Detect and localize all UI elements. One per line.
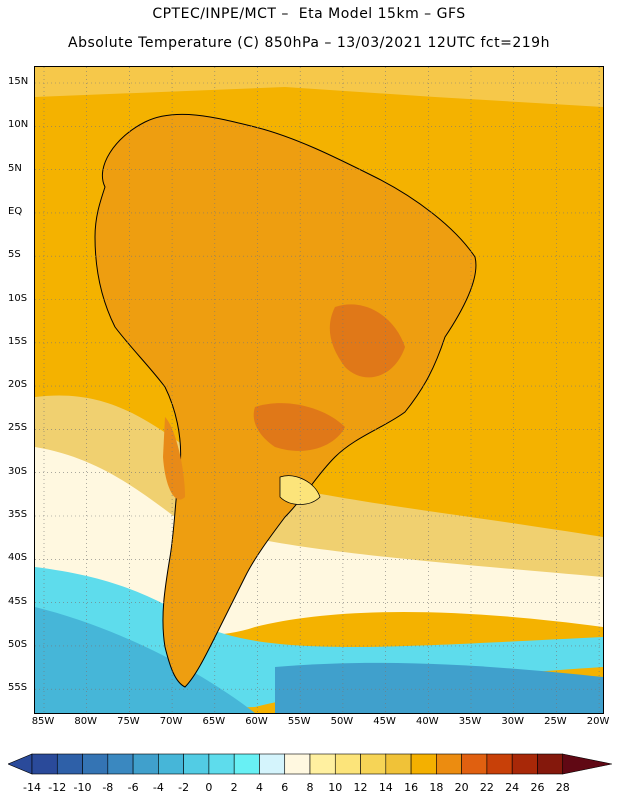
lon-label: 20W — [586, 716, 610, 727]
lat-label: 40S — [8, 552, 28, 564]
colorbar-segment — [233, 753, 260, 775]
colorbar-tick-label: 28 — [555, 781, 570, 794]
lon-label: 75W — [117, 716, 140, 727]
lon-label: 40W — [415, 716, 439, 727]
colorbar-segment — [107, 753, 134, 775]
lat-label: 50S — [8, 638, 28, 650]
colorbar-segment — [158, 753, 184, 775]
lon-label: 35W — [458, 716, 482, 727]
colorbar-left-arrow — [8, 753, 33, 775]
lon-label: 30W — [501, 716, 524, 727]
lat-label: 5S — [8, 249, 21, 261]
colorbar-tick-label: -10 — [73, 781, 92, 794]
temperature-map — [34, 66, 604, 714]
colorbar-segment — [537, 753, 564, 775]
lat-label: 25S — [8, 422, 28, 434]
colorbar-segment — [183, 753, 210, 775]
colorbar-tick-label: -4 — [152, 781, 164, 794]
map-canvas — [35, 67, 603, 713]
colorbar-tick-label: 16 — [404, 781, 419, 794]
colorbar-segment — [309, 753, 336, 775]
lat-label: 45S — [8, 595, 28, 607]
hot-spot-brazil — [329, 304, 405, 378]
colorbar-segment — [486, 753, 513, 775]
colorbar-tick-label: -12 — [48, 781, 67, 794]
colorbar-tick-label: 18 — [429, 781, 444, 794]
lon-label: 70W — [159, 716, 183, 727]
colorbar-segment — [56, 753, 83, 775]
colorbar-segment — [132, 753, 159, 775]
colorbar-segment — [284, 753, 311, 775]
colorbar-segment — [334, 753, 361, 775]
title-line-1: CPTEC/INPE/MCT – Eta Model 15km – GFS — [152, 6, 466, 22]
lat-label: 55S — [8, 682, 28, 694]
colorbar-right-arrow — [562, 753, 612, 775]
colorbar-tick-label: 6 — [281, 781, 289, 794]
north-band — [35, 67, 603, 107]
colorbar-tick-label: 12 — [353, 781, 368, 794]
colorbar-tick-label: 10 — [328, 781, 343, 794]
lat-label: 30S — [8, 465, 28, 477]
colorbar-tick-label: -8 — [102, 781, 114, 794]
lon-label: 60W — [245, 716, 268, 727]
lat-label: 10N — [8, 119, 29, 131]
colorbar-tick-label: 22 — [479, 781, 494, 794]
lon-label: 50W — [330, 716, 354, 727]
colorbar-segment — [385, 753, 412, 775]
lat-label: 20S — [8, 379, 28, 391]
lat-label: 35S — [8, 509, 28, 520]
colorbar-tick-label: 24 — [505, 781, 520, 794]
hot-spot-south — [253, 403, 345, 451]
colorbar-tick-label: 4 — [255, 781, 263, 794]
lon-label: 25W — [544, 716, 567, 727]
colorbar-tick-label: 8 — [306, 781, 314, 794]
lat-label: 15S — [8, 335, 28, 347]
blue-band-east — [275, 662, 603, 713]
colorbar-tick-label: -14 — [23, 781, 41, 794]
andes-strip — [163, 417, 185, 500]
colorbar-segment — [511, 753, 538, 775]
lon-label: 80W — [74, 716, 97, 727]
colorbar — [8, 753, 612, 775]
colorbar-segment — [360, 753, 387, 775]
colorbar-tick-label: -6 — [127, 781, 139, 794]
rio-de-la-plata-region — [279, 475, 321, 505]
lat-label: EQ — [8, 205, 23, 217]
lat-label: 5N — [8, 162, 22, 174]
lat-label: 15N — [8, 76, 29, 87]
lon-label: 85W — [31, 716, 55, 727]
south-america-landmass — [94, 113, 477, 688]
colorbar-segment — [31, 753, 58, 775]
colorbar-segment — [82, 753, 109, 775]
lon-label: 65W — [202, 716, 226, 727]
colorbar-segment — [436, 753, 462, 775]
colorbar-tick-label: 2 — [230, 781, 238, 794]
colorbar-segment — [208, 753, 235, 775]
colorbar-tick-label: -2 — [178, 781, 190, 794]
colorbar-segment — [259, 753, 286, 775]
blue-band — [35, 607, 255, 713]
lat-label: 10S — [8, 292, 28, 304]
lon-label: 45W — [373, 716, 396, 727]
colorbar-tick-label: 0 — [205, 781, 213, 794]
colorbar-tick-label: 20 — [454, 781, 469, 794]
colorbar-segment — [410, 753, 437, 775]
title-line-2: Absolute Temperature (C) 850hPa – 13/03/… — [68, 35, 550, 51]
colorbar-tick-label: 14 — [378, 781, 393, 794]
lon-label: 55W — [287, 716, 311, 727]
colorbar-tick-label: 26 — [530, 781, 545, 794]
colorbar-segment — [461, 753, 488, 775]
